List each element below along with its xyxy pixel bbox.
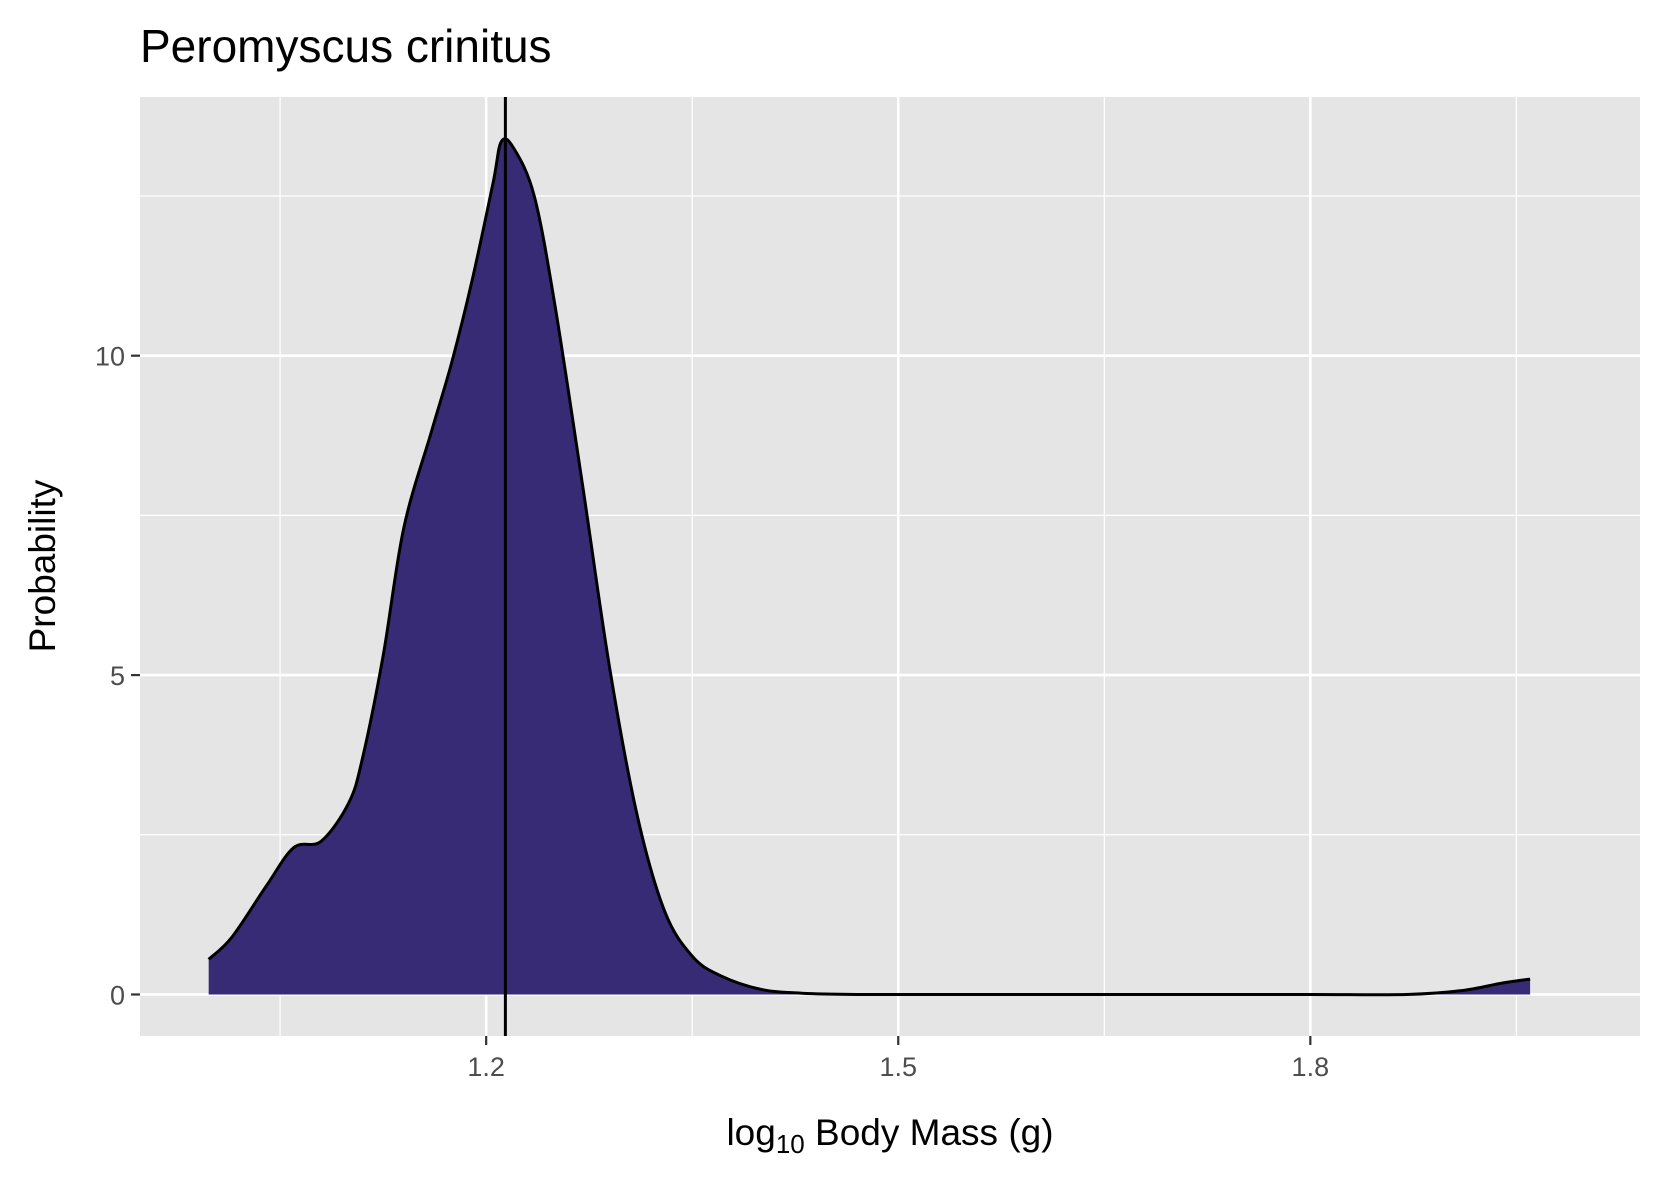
density-area <box>207 137 1531 997</box>
y-tick-label: 5 <box>110 661 125 691</box>
x-axis-title-subscript: 10 <box>776 1129 805 1159</box>
x-tick-label: 1.5 <box>879 1052 917 1082</box>
density-line <box>207 137 1531 997</box>
x-axis: 1.2 1.5 1.8 <box>467 1036 1329 1082</box>
density-fill <box>208 138 1531 995</box>
x-tick-label: 1.8 <box>1292 1052 1330 1082</box>
y-tick-label: 10 <box>95 342 125 372</box>
y-tick-label: 0 <box>110 980 125 1010</box>
y-axis: 0 5 10 <box>95 342 140 1010</box>
x-axis-title-suffix: Body Mass (g) <box>805 1112 1054 1153</box>
chart-title: Peromyscus crinitus <box>140 20 552 72</box>
x-axis-title-prefix: log <box>726 1112 775 1153</box>
y-axis-title: Probability <box>22 479 63 652</box>
x-axis-title: log10 Body Mass (g) <box>726 1112 1053 1159</box>
x-tick-label: 1.2 <box>467 1052 505 1082</box>
